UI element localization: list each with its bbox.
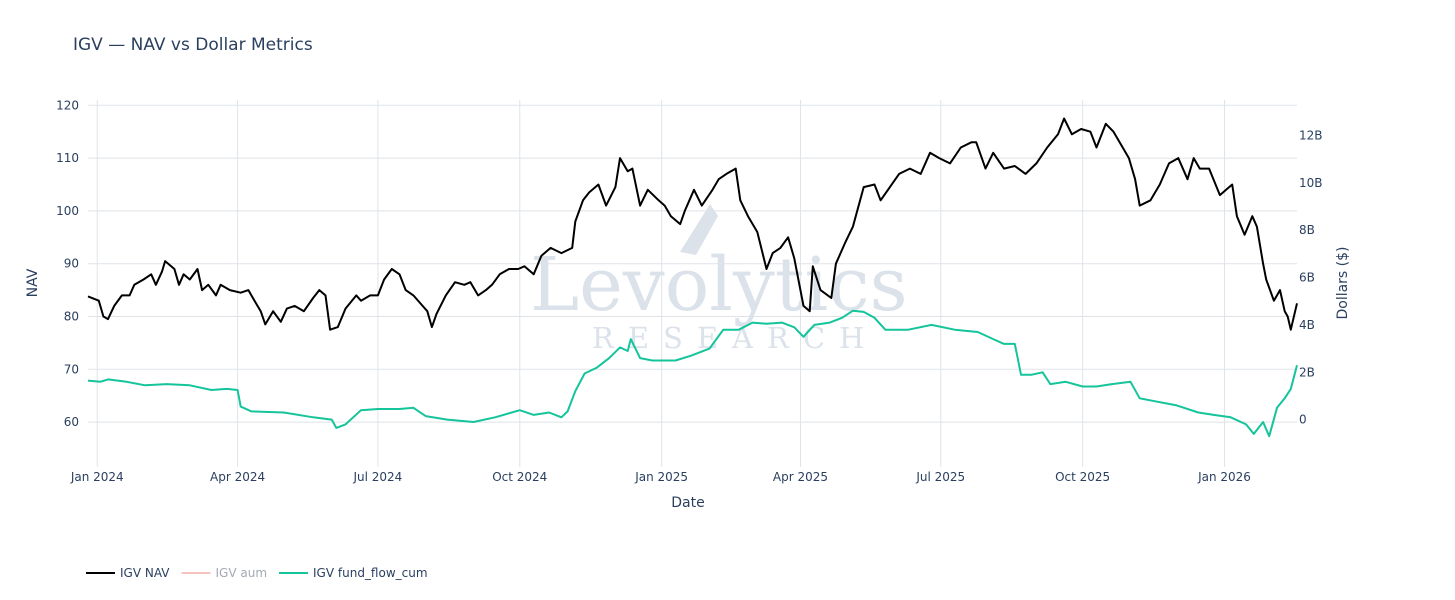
y2-tick-label: 0 — [1299, 413, 1307, 427]
legend-item[interactable]: IGV fund_flow_cum — [279, 566, 428, 580]
y-tick-label: 80 — [64, 310, 79, 324]
y-tick-label: 120 — [56, 98, 79, 112]
y-tick-label: 90 — [64, 257, 79, 271]
legend-label: IGV NAV — [120, 566, 170, 580]
legend: IGV NAV IGV aum IGV fund_flow_cum — [86, 566, 428, 580]
legend-label: IGV aum — [216, 566, 268, 580]
legend-label: IGV fund_flow_cum — [313, 566, 428, 580]
legend-item[interactable]: IGV NAV — [86, 566, 170, 580]
gridlines — [88, 100, 1297, 467]
x-tick-label: Apr 2024 — [210, 470, 265, 484]
y2-tick-label: 12B — [1299, 129, 1323, 143]
y2-tick-label: 6B — [1299, 271, 1315, 285]
watermark: Levolytics RESEARCH — [530, 204, 908, 355]
x-tick-label: Jul 2025 — [915, 470, 965, 484]
y-axis-title: NAV — [25, 268, 41, 297]
x-axis-title: Date — [671, 495, 704, 511]
y-tick-label: 100 — [56, 204, 79, 218]
x-tick-label: Jul 2024 — [352, 470, 402, 484]
y-tick-label: 60 — [64, 415, 79, 429]
x-tick-label: Jan 2025 — [634, 470, 688, 484]
x-tick-label: Jan 2026 — [1197, 470, 1251, 484]
watermark-arrow-icon — [680, 204, 718, 255]
x-tick-label: Oct 2025 — [1055, 470, 1110, 484]
watermark-name: Levolytics — [530, 242, 908, 328]
plot-series — [87, 117, 1298, 438]
y2-tick-label: 8B — [1299, 223, 1315, 237]
series-line-igv-fund-flow-cum — [87, 309, 1298, 438]
series-line-igv-nav — [87, 117, 1298, 331]
y2-tick-label: 10B — [1299, 176, 1323, 190]
x-tick-label: Oct 2024 — [492, 470, 547, 484]
x-tick-label: Jan 2024 — [70, 470, 124, 484]
y2-tick-label: 4B — [1299, 318, 1315, 332]
legend-item[interactable]: IGV aum — [181, 566, 268, 580]
tick-labels: Jan 2024 Apr 2024 Jul 2024 Oct 2024 Jan 2025… — [56, 98, 1322, 484]
y2-axis-title: Dollars ($) — [1335, 246, 1351, 319]
y-tick-label: 110 — [56, 151, 79, 165]
watermark-sub: RESEARCH — [592, 321, 878, 355]
y2-tick-label: 2B — [1299, 365, 1315, 379]
chart-title: IGV — NAV vs Dollar Metrics — [73, 35, 313, 55]
x-tick-label: Apr 2025 — [773, 470, 828, 484]
y-tick-label: 70 — [64, 362, 79, 376]
